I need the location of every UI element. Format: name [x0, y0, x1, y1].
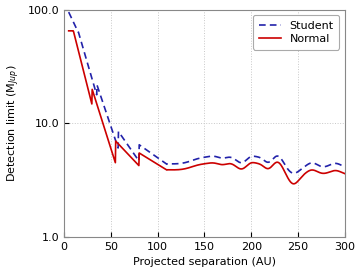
X-axis label: Projected separation (AU): Projected separation (AU) — [133, 257, 276, 268]
Normal — [66, 29, 71, 32]
Student — [276, 155, 280, 158]
Y-axis label: Detection limit (M$_{Jup}$): Detection limit (M$_{Jup}$) — [5, 64, 22, 182]
Student — [227, 156, 231, 159]
Student — [234, 159, 239, 162]
Line: Student: Student — [69, 12, 345, 173]
Student — [292, 172, 296, 175]
Normal — [243, 166, 247, 169]
Normal — [83, 78, 88, 81]
Normal — [276, 161, 280, 164]
Student — [305, 163, 309, 167]
Student — [343, 165, 347, 168]
Student — [243, 160, 247, 163]
Student — [66, 10, 71, 14]
Legend: Student, Normal: Student, Normal — [253, 15, 339, 50]
Normal — [227, 162, 231, 165]
Normal — [292, 182, 296, 185]
Normal — [234, 165, 239, 168]
Student — [83, 55, 88, 58]
Normal — [343, 172, 347, 175]
Normal — [305, 170, 309, 174]
Line: Normal: Normal — [69, 31, 345, 184]
